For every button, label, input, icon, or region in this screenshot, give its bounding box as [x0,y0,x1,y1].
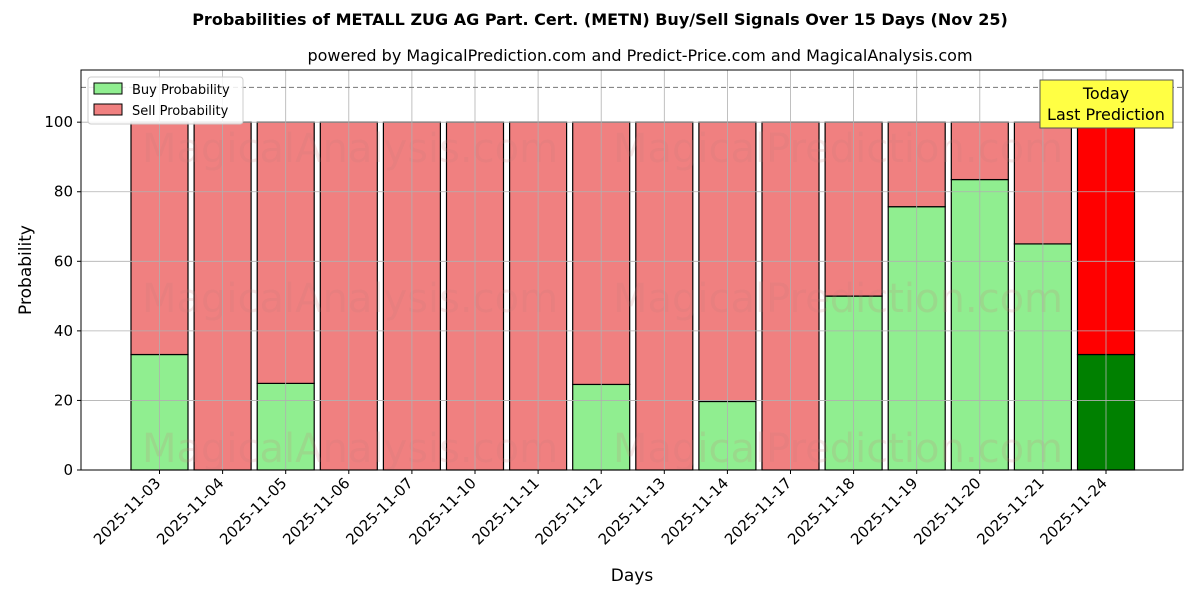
x-tick-label: 2025-11-12 [532,474,606,548]
x-tick-label: 2025-11-21 [973,474,1047,548]
x-axis-label: Days [611,566,654,586]
chart-title: Probabilities of METALL ZUG AG Part. Cer… [192,10,1008,29]
x-tick-label: 2025-11-19 [847,474,921,548]
legend-box [87,76,244,125]
watermark: MagicalPrediction.com [613,426,1063,472]
y-tick-label: 0 [63,461,73,479]
legend-swatch-sell [93,103,123,116]
y-tick-label: 80 [54,183,73,201]
legend-swatch-buy [93,82,123,95]
y-tick-label: 100 [44,113,73,131]
today-annotation-line2: Last Prediction [1047,105,1165,124]
legend-label-sell: Sell Probability [132,104,229,119]
x-tick-label: 2025-11-06 [279,474,353,548]
today-annotation-line1: Today [1082,84,1129,103]
watermark: MagicalPrediction.com [613,276,1063,322]
x-tick-label: 2025-11-07 [342,474,416,548]
plot-frame [80,69,1184,471]
y-tick-label: 20 [54,391,73,409]
x-tick-label: 2025-11-13 [595,474,669,548]
today-annotation-box [1039,79,1174,129]
x-tick-label: 2025-11-04 [153,474,227,548]
x-tick-label: 2025-11-17 [721,474,795,548]
x-tick-label: 2025-11-24 [1036,474,1110,548]
y-tick-label: 60 [54,252,73,270]
x-tick-label: 2025-11-05 [216,474,290,548]
watermark: MagicalAnalysis.com [142,126,558,172]
x-tick-label: 2025-11-14 [658,474,732,548]
legend-label-buy: Buy Probability [132,83,230,98]
watermark: MagicalPrediction.com [613,126,1063,172]
y-tick-label: 40 [54,322,73,340]
x-tick-label: 2025-11-10 [405,474,479,548]
x-tick-label: 2025-11-11 [469,474,543,548]
watermark: MagicalAnalysis.com [142,426,558,472]
x-tick-label: 2025-11-03 [90,474,164,548]
x-tick-label: 2025-11-20 [910,474,984,548]
watermark: MagicalAnalysis.com [142,276,558,322]
y-axis-label: Probability [16,225,36,315]
chart-subtitle: powered by MagicalPrediction.com and Pre… [307,46,973,65]
x-tick-label: 2025-11-18 [784,474,858,548]
